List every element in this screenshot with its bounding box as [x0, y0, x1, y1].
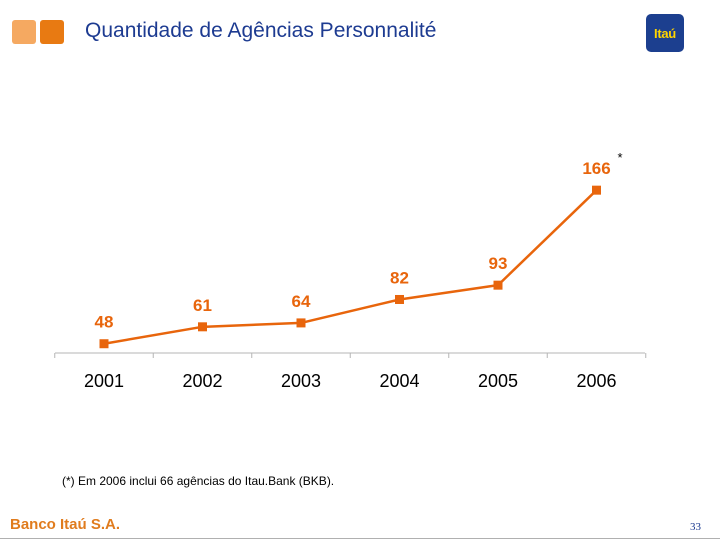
- bottom-rule: [0, 538, 720, 539]
- logo-text: Itaú: [654, 25, 676, 41]
- data-point-marker: [395, 294, 404, 304]
- data-point-marker: [592, 185, 601, 195]
- data-point-marker: [198, 322, 207, 332]
- title-bullet-squares: [12, 20, 66, 44]
- chart-axis: 2001 2002 2003 2004 2005 2006: [54, 352, 647, 391]
- itau-logo: Itaú: [646, 14, 684, 52]
- data-label: 61: [193, 296, 212, 315]
- series-line: [103, 189, 598, 345]
- x-tick-label: 2002: [182, 371, 222, 391]
- data-point-marker: [296, 318, 306, 328]
- bullet-square-dark: [40, 20, 64, 44]
- x-tick-label: 2004: [379, 371, 419, 391]
- data-point-marker: [99, 339, 109, 349]
- annotation-asterisk: *: [618, 150, 623, 165]
- data-label: 48: [95, 313, 114, 332]
- chart-series: [99, 185, 601, 349]
- x-tick-label: 2005: [478, 371, 518, 391]
- bank-name: Banco Itaú S.A.: [10, 516, 121, 533]
- chart-labels: 48 61 64 82 93 166 *: [95, 150, 623, 332]
- data-label: 166: [582, 159, 610, 178]
- data-label: 93: [489, 254, 508, 273]
- page-number: 33: [690, 521, 701, 533]
- x-tick-label: 2003: [281, 371, 321, 391]
- data-point-marker: [493, 280, 503, 290]
- bullet-square-light: [12, 20, 36, 44]
- data-label: 64: [292, 292, 311, 311]
- data-label: 82: [390, 268, 409, 287]
- footnote: (*) Em 2006 inclui 66 agências do Itau.B…: [62, 474, 335, 488]
- x-tick-label: 2006: [576, 371, 616, 391]
- slide-title: Quantidade de Agências Personnalité: [85, 19, 437, 42]
- x-tick-label: 2001: [84, 371, 124, 391]
